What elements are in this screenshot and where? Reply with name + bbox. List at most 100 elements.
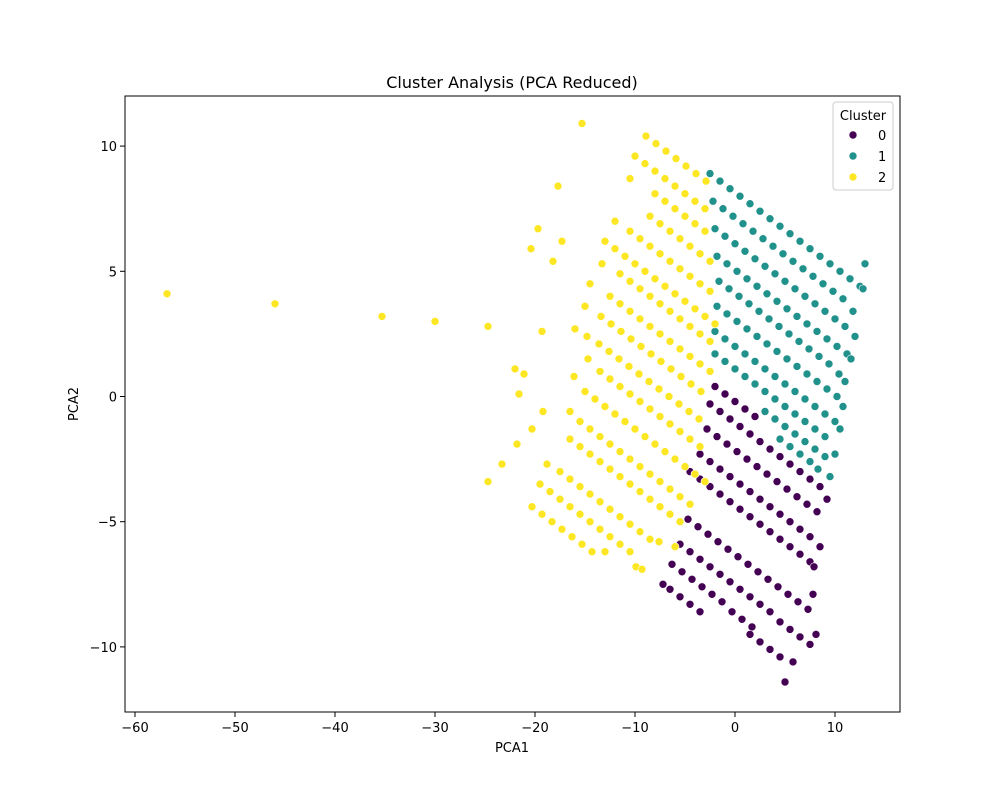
data-point-cluster-2 bbox=[665, 509, 675, 519]
data-point-cluster-0 bbox=[705, 399, 715, 409]
data-point-cluster-2 bbox=[680, 211, 690, 221]
data-point-cluster-1 bbox=[790, 284, 800, 294]
data-point-cluster-2 bbox=[645, 291, 655, 301]
data-point-cluster-2 bbox=[605, 439, 615, 449]
data-point-cluster-2 bbox=[575, 417, 585, 426]
data-point-cluster-1 bbox=[792, 362, 802, 371]
data-point-cluster-0 bbox=[815, 542, 825, 552]
y-tick-label: −10 bbox=[90, 641, 117, 656]
data-point-cluster-1 bbox=[785, 229, 795, 238]
data-point-cluster-2 bbox=[635, 527, 645, 537]
data-point-cluster-0 bbox=[802, 499, 812, 509]
data-point-cluster-0 bbox=[745, 592, 755, 602]
data-point-cluster-1 bbox=[730, 342, 740, 351]
data-point-cluster-1 bbox=[795, 236, 805, 246]
data-point-cluster-2 bbox=[695, 329, 705, 339]
data-point-cluster-0 bbox=[765, 607, 775, 617]
data-point-cluster-2 bbox=[655, 249, 665, 259]
data-point-cluster-2 bbox=[595, 497, 605, 507]
data-point-cluster-1 bbox=[860, 259, 870, 269]
data-point-cluster-1 bbox=[790, 409, 800, 419]
data-point-cluster-2 bbox=[605, 464, 615, 474]
data-point-cluster-0 bbox=[695, 554, 705, 564]
data-point-cluster-0 bbox=[725, 497, 735, 507]
data-point-cluster-2 bbox=[483, 477, 493, 486]
data-point-cluster-2 bbox=[670, 181, 680, 191]
data-point-cluster-2 bbox=[430, 317, 440, 326]
data-point-cluster-2 bbox=[577, 119, 587, 128]
data-point-cluster-1 bbox=[812, 377, 822, 386]
x-tick-label: −20 bbox=[521, 721, 548, 736]
data-point-cluster-2 bbox=[527, 502, 537, 512]
data-point-cluster-2 bbox=[696, 387, 706, 396]
data-point-cluster-2 bbox=[610, 409, 620, 419]
data-point-cluster-1 bbox=[795, 449, 805, 459]
data-point-cluster-2 bbox=[695, 359, 705, 369]
data-point-cluster-2 bbox=[665, 226, 675, 236]
data-point-cluster-2 bbox=[510, 364, 520, 374]
data-point-cluster-2 bbox=[626, 334, 636, 344]
data-point-cluster-2 bbox=[542, 459, 552, 469]
data-point-cluster-0 bbox=[785, 625, 795, 634]
data-point-cluster-0 bbox=[742, 454, 752, 464]
data-point-cluster-2 bbox=[640, 159, 650, 168]
data-point-cluster-0 bbox=[775, 452, 785, 461]
data-point-cluster-1 bbox=[835, 424, 845, 434]
data-point-cluster-1 bbox=[800, 291, 810, 301]
data-point-cluster-2 bbox=[582, 332, 592, 341]
data-point-cluster-2 bbox=[587, 547, 597, 557]
legend-box bbox=[832, 101, 894, 191]
data-point-cluster-2 bbox=[651, 139, 661, 148]
data-point-cluster-1 bbox=[840, 322, 850, 331]
data-point-cluster-1 bbox=[782, 304, 792, 314]
data-point-cluster-2 bbox=[625, 226, 635, 236]
data-point-cluster-0 bbox=[725, 472, 735, 481]
data-point-cluster-2 bbox=[555, 467, 565, 476]
data-point-cluster-1 bbox=[838, 402, 848, 411]
data-point-cluster-2 bbox=[645, 494, 655, 504]
data-point-cluster-2 bbox=[625, 479, 635, 489]
data-point-cluster-1 bbox=[814, 352, 824, 361]
data-point-cluster-0 bbox=[765, 502, 775, 512]
data-point-cluster-2 bbox=[615, 447, 625, 456]
data-point-cluster-0 bbox=[702, 424, 712, 434]
data-point-cluster-0 bbox=[677, 567, 687, 577]
data-point-cluster-0 bbox=[705, 457, 715, 466]
data-point-cluster-2 bbox=[596, 312, 606, 321]
data-point-cluster-1 bbox=[735, 191, 745, 201]
data-point-cluster-2 bbox=[483, 322, 493, 331]
data-point-cluster-2 bbox=[625, 547, 635, 557]
data-point-cluster-1 bbox=[720, 334, 730, 344]
data-point-cluster-1 bbox=[815, 251, 825, 261]
data-point-cluster-0 bbox=[793, 597, 803, 607]
x-axis-label: PCA1 bbox=[495, 741, 529, 756]
data-point-cluster-1 bbox=[758, 234, 768, 243]
data-point-cluster-1 bbox=[782, 354, 792, 364]
data-point-cluster-2 bbox=[655, 299, 665, 309]
data-point-cluster-0 bbox=[788, 657, 798, 667]
data-point-cluster-2 bbox=[625, 174, 635, 183]
data-point-cluster-1 bbox=[810, 424, 820, 434]
data-point-cluster-0 bbox=[785, 517, 795, 527]
data-point-cluster-2 bbox=[690, 304, 700, 314]
data-point-cluster-2 bbox=[655, 502, 665, 512]
data-point-cluster-1 bbox=[780, 402, 790, 411]
data-point-cluster-1 bbox=[825, 472, 835, 481]
data-point-cluster-0 bbox=[735, 479, 745, 489]
data-point-cluster-0 bbox=[795, 632, 805, 642]
data-point-cluster-2 bbox=[606, 319, 616, 329]
data-point-cluster-2 bbox=[497, 459, 507, 469]
data-point-cluster-1 bbox=[738, 219, 748, 228]
data-point-cluster-2 bbox=[636, 342, 646, 351]
data-point-cluster-1 bbox=[820, 452, 830, 461]
data-point-cluster-2 bbox=[547, 517, 557, 527]
data-point-cluster-1 bbox=[858, 284, 868, 294]
data-point-cluster-2 bbox=[557, 524, 567, 534]
data-point-cluster-1 bbox=[820, 306, 830, 316]
data-point-cluster-2 bbox=[675, 517, 685, 527]
data-point-cluster-1 bbox=[774, 322, 784, 331]
data-point-cluster-0 bbox=[727, 607, 737, 617]
data-point-cluster-1 bbox=[780, 422, 790, 431]
data-point-cluster-0 bbox=[755, 637, 765, 647]
